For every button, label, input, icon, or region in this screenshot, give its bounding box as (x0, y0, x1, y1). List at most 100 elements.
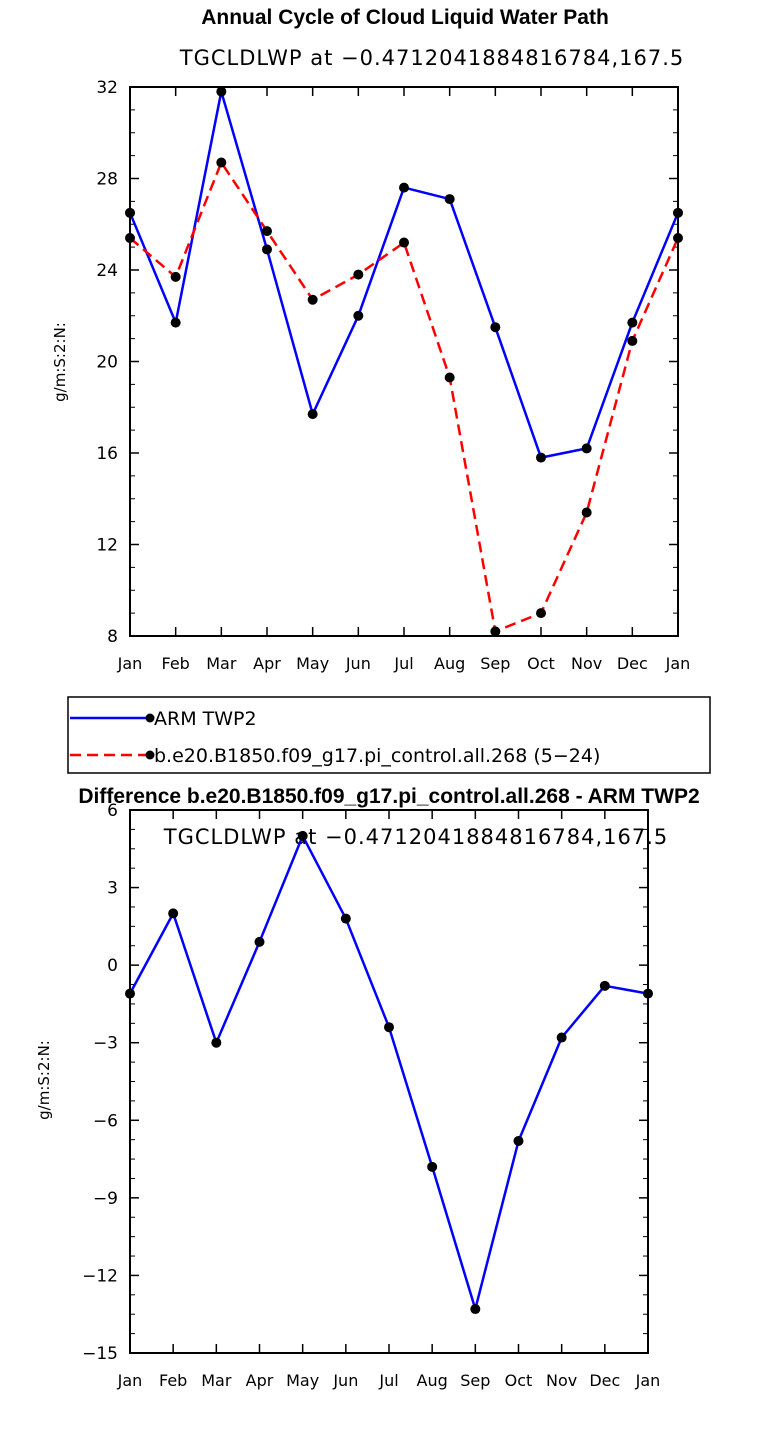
data-point-series-1 (673, 232, 683, 243)
data-point-series-0 (297, 830, 308, 841)
data-point-series-0 (513, 1135, 524, 1146)
x-tick-label: Apr (246, 1371, 274, 1390)
difference-chart: Difference b.e20.B1850.f09_g17.pi_contro… (35, 785, 700, 1390)
plot-frame (129, 86, 679, 637)
data-point-series-0 (556, 1032, 567, 1043)
x-tick-label: May (296, 654, 329, 673)
data-point-series-1 (307, 294, 318, 305)
x-tick-label: Oct (505, 1371, 533, 1390)
x-tick-label: Apr (253, 654, 281, 673)
x-tick-label: Sep (480, 654, 510, 673)
data-point-series-1 (444, 372, 455, 383)
series-group (125, 830, 653, 1315)
data-point-series-1 (399, 237, 409, 248)
data-point-series-0 (490, 322, 501, 333)
y-tick-label: −3 (93, 1034, 118, 1054)
chart-subtitle: TGCLDLWP at −0.4712041884816784,167.5 (163, 825, 669, 849)
legend-box (67, 696, 711, 774)
y-tick-label: 28 (96, 170, 118, 190)
x-tick-label: Aug (417, 1371, 448, 1390)
data-point-series-0 (307, 409, 318, 420)
legend: ARM TWP2 b.e20.B1850.f09_g17.pi_control.… (67, 696, 711, 774)
data-point-series-1 (536, 608, 546, 619)
x-tick-label: Mar (206, 654, 237, 673)
y-tick-label: 6 (107, 801, 118, 821)
data-point-series-1 (490, 626, 501, 637)
x-tick-label: Jun (345, 654, 371, 673)
data-point-series-0 (444, 194, 455, 205)
data-point-series-0 (353, 310, 364, 321)
data-point-series-0 (643, 988, 653, 999)
data-point-series-1 (581, 507, 592, 518)
plot-border (129, 86, 679, 637)
x-tick-label: May (286, 1371, 319, 1390)
legend-item-model: b.e20.B1850.f09_g17.pi_control.all.268 (… (70, 745, 600, 767)
legend-item-arm: ARM TWP2 (70, 708, 257, 730)
data-point-series-0 (536, 452, 546, 463)
x-tick-label: Jan (665, 654, 691, 673)
x-tick-label: Oct (527, 654, 555, 673)
x-tick-label: Aug (434, 654, 465, 673)
y-tick-label: −9 (93, 1189, 118, 1209)
x-tick-label: Jun (332, 1371, 358, 1390)
y-tick-label: −15 (82, 1344, 118, 1364)
data-point-series-0 (254, 936, 265, 947)
y-tick-label: −6 (93, 1111, 118, 1131)
y-tick-labels: −15 −12 −9 −6 −3 0 3 6 (82, 801, 118, 1364)
x-tick-label: Nov (546, 1371, 577, 1390)
x-tick-label: Jan (117, 1371, 143, 1390)
y-tick-label: 0 (107, 956, 118, 976)
legend-marker-model (145, 750, 155, 760)
data-point-series-0 (399, 182, 409, 193)
x-tick-label: Mar (201, 1371, 232, 1390)
data-point-series-0 (125, 207, 135, 218)
legend-label-arm: ARM TWP2 (154, 708, 257, 730)
data-point-series-0 (673, 207, 683, 218)
data-point-series-0 (340, 913, 351, 924)
data-point-series-1 (627, 335, 638, 346)
x-tick-label: Jan (635, 1371, 661, 1390)
y-tick-label: 3 (107, 879, 118, 899)
y-tick-labels: 8 12 16 20 24 28 32 (96, 78, 118, 647)
y-axis-label: g/m:S:2:N: (51, 322, 69, 402)
x-tick-label: Feb (159, 1371, 187, 1390)
data-point-series-1 (353, 269, 364, 280)
x-tick-labels: Jan Feb Mar Apr May Jun Jul Aug Sep Oct Nov Dec Jan (117, 1371, 661, 1390)
y-tick-label: 32 (96, 78, 118, 98)
data-point-series-0 (170, 317, 181, 328)
data-point-series-0 (211, 1037, 222, 1048)
chart-subtitle: TGCLDLWP at −0.4712041884816784,167.5 (179, 46, 685, 70)
y-tick-label: 12 (96, 536, 118, 556)
x-tick-labels: Jan Feb Mar Apr May Jun Jul Aug Sep Oct Nov Dec Jan (117, 654, 691, 673)
data-point-series-0 (384, 1022, 394, 1033)
data-point-series-1 (170, 271, 181, 282)
data-point-series-0 (581, 443, 592, 454)
plot-frame (129, 809, 649, 1354)
y-tick-label: −12 (82, 1266, 118, 1286)
chart-title: Difference b.e20.B1850.f09_g17.pi_contro… (78, 785, 699, 808)
y-tick-label: 8 (107, 627, 118, 647)
data-point-series-0 (168, 908, 179, 919)
y-axis-label: g/m:S:2:N: (35, 1040, 53, 1120)
x-tick-label: Dec (617, 654, 648, 673)
series-group (125, 86, 683, 637)
x-tick-label: Jul (378, 1371, 398, 1390)
x-tick-label: Dec (589, 1371, 620, 1390)
chart-title: Annual Cycle of Cloud Liquid Water Path (201, 6, 609, 29)
y-tick-label: 24 (96, 261, 118, 281)
series-line-1 (129, 161, 680, 633)
x-tick-label: Jan (117, 654, 143, 673)
data-point-series-0 (427, 1161, 438, 1172)
x-tick-label: Jul (393, 654, 413, 673)
data-point-series-0 (262, 244, 272, 255)
data-point-series-1 (216, 157, 227, 168)
annual-cycle-chart: Annual Cycle of Cloud Liquid Water Path … (51, 6, 690, 673)
x-tick-label: Sep (460, 1371, 490, 1390)
x-tick-label: Nov (571, 654, 602, 673)
x-tick-label: Feb (162, 654, 190, 673)
data-point-series-0 (470, 1304, 481, 1315)
data-point-series-0 (599, 980, 610, 991)
legend-marker-arm (145, 713, 155, 723)
series-line-0 (128, 834, 649, 1311)
